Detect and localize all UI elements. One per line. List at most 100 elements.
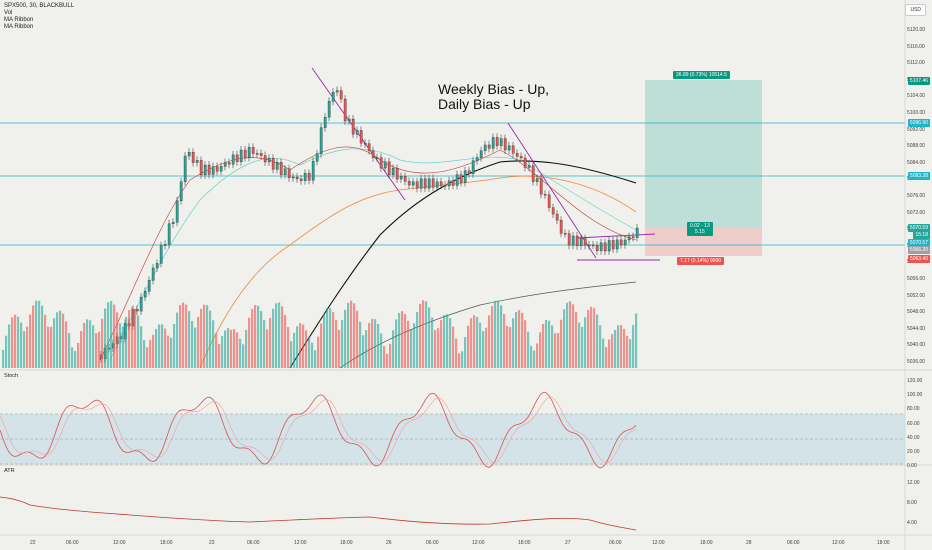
volume-bar — [14, 314, 17, 368]
candle-body — [395, 168, 399, 180]
vol-indicator-label[interactable]: Vol — [4, 10, 13, 16]
candle-body — [239, 149, 243, 162]
volume-bar — [29, 314, 32, 368]
candle-body — [167, 223, 171, 245]
candle-body — [463, 170, 467, 183]
candle-body — [603, 242, 607, 252]
volume-bar — [119, 323, 122, 368]
chart-legend: SPX500, 30, BLACKBULL Vol MA Ribbon MA R… — [4, 3, 74, 31]
time-axis-label: 18:00 — [518, 540, 531, 546]
candle-body — [271, 157, 275, 170]
volume-bar — [155, 328, 158, 368]
volume-bar — [287, 327, 290, 368]
volume-bar — [362, 335, 365, 368]
volume-bar — [86, 319, 89, 368]
volume-bar — [296, 326, 299, 368]
candle-body — [623, 239, 627, 245]
position-label[interactable]: 0.02 - 13 5.15 — [687, 222, 713, 236]
volume-bar — [353, 303, 356, 368]
volume-bar — [317, 336, 320, 368]
volume-bar — [383, 346, 386, 368]
volume-bar — [500, 305, 503, 368]
candle-body — [147, 280, 151, 292]
volume-bar — [587, 310, 590, 368]
volume-bar — [389, 343, 392, 368]
stoch-panel-title[interactable]: Stoch — [4, 373, 19, 379]
price-tag-support: 5070.57 — [907, 239, 930, 247]
volume-bar — [83, 322, 86, 368]
volume-bar — [185, 304, 188, 368]
time-axis-label: 12:00 — [113, 540, 126, 546]
stoch-axis-label: 20.00 — [907, 449, 920, 455]
candle-body — [619, 239, 623, 245]
target-label[interactable]: 36.89 (0.73%) 10514.5 — [673, 71, 730, 79]
candle-body — [595, 245, 599, 251]
volume-bar — [56, 312, 59, 368]
atr-panel-title[interactable]: ATR — [4, 468, 15, 474]
candle-body — [183, 155, 187, 182]
stop-label[interactable]: 7.17 (0.14%) 9900 — [677, 257, 725, 265]
symbol-label[interactable]: SPX500, 30, BLACKBULL — [4, 3, 75, 9]
range-top[interactable] — [576, 233, 656, 239]
currency-button[interactable]: USD — [905, 4, 926, 16]
volume-bar — [146, 347, 149, 368]
volume-bar — [395, 319, 398, 368]
price-tag-countdown: 15:18 — [913, 231, 930, 239]
volume-bar — [164, 328, 167, 368]
price-axis-label: 5056.00 — [907, 276, 926, 282]
trendline-2[interactable] — [507, 122, 597, 259]
volume-bar — [152, 334, 155, 368]
volume-bar — [41, 305, 44, 368]
stoch-axis-label: 120.00 — [907, 378, 923, 384]
volume-bar — [293, 332, 296, 368]
volume-bar — [518, 310, 521, 368]
volume-bar — [269, 317, 272, 368]
volume-bar — [506, 325, 509, 368]
volume-bar — [416, 312, 419, 368]
stoch-axis-label: 100.00 — [907, 392, 923, 399]
ma-ribbon-label-2[interactable]: MA Ribbon — [4, 24, 34, 30]
volume-bar — [281, 306, 284, 368]
volume-bar — [452, 326, 455, 368]
candle-body — [139, 296, 143, 312]
price-axis-label: 5084.00 — [907, 159, 926, 166]
volume-bar — [77, 342, 80, 368]
candle-body — [419, 178, 423, 189]
price-axis-label: 5088.00 — [907, 143, 926, 150]
volume-bar — [245, 329, 248, 368]
candle-body — [587, 244, 591, 247]
profit-zone[interactable] — [645, 80, 762, 228]
stoch-axis-label: 40.00 — [907, 434, 920, 441]
price-tag-stop: 5063.40 — [907, 255, 930, 263]
ma-ribbon-label-1[interactable]: MA Ribbon — [4, 17, 34, 23]
candle-body — [367, 143, 371, 151]
candle-body — [431, 178, 435, 188]
candle-body — [283, 168, 287, 175]
candle-body — [491, 137, 495, 149]
volume-bar — [407, 320, 410, 368]
time-axis-label: 18:00 — [340, 540, 353, 546]
volume-bar — [380, 333, 383, 368]
volume-bar — [194, 327, 197, 368]
volume-bar — [476, 317, 479, 368]
time-axis-label: 12:00 — [294, 540, 307, 546]
candle-body — [143, 291, 147, 298]
volume-bar — [161, 324, 164, 368]
price-axis-label: 5092.00 — [907, 126, 926, 133]
volume-bar — [371, 318, 374, 368]
time-axis-label: 06:00 — [66, 540, 79, 546]
stoch-k-line — [0, 392, 637, 469]
candle-body — [567, 233, 571, 246]
volume-bar — [443, 315, 446, 368]
volume-bar — [551, 325, 554, 368]
candle-body — [259, 153, 263, 156]
volume-bar — [170, 337, 173, 368]
bias-annotation[interactable]: Weekly Bias - Up, Daily Bias - Up — [438, 82, 549, 112]
volume-bar — [467, 325, 470, 368]
candle-body — [335, 90, 339, 93]
price-tag-entry: 5066.20 — [907, 246, 930, 254]
price-axis-label: 5072.00 — [907, 209, 926, 216]
candle-body — [403, 176, 407, 182]
candle-body — [391, 168, 395, 175]
